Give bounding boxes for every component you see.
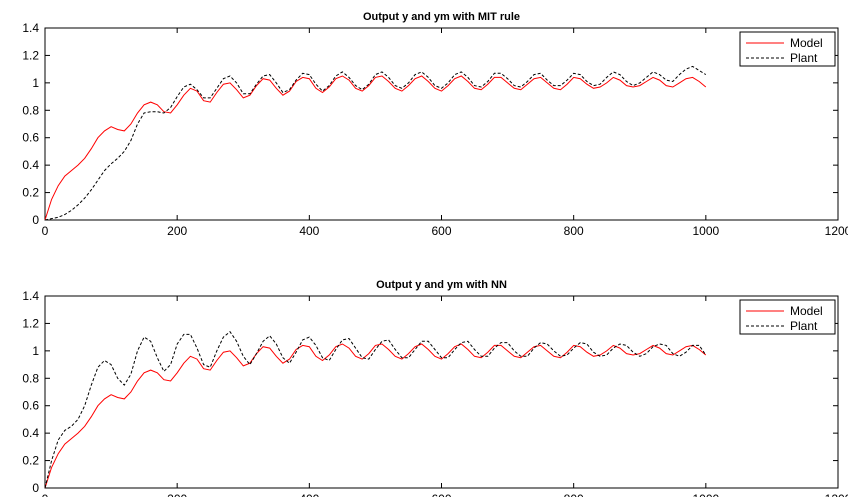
legend-label-plant: Plant <box>790 51 818 65</box>
y-tick-label: 0 <box>32 213 39 227</box>
series-line-model <box>44 343 707 489</box>
y-tick-label: 0.8 <box>22 371 39 385</box>
chart-panel-2: Output y and ym with NN 0 0.2 0.4 0.6 0.8 1 1.2… <box>22 279 848 497</box>
x-tick-label: 1200 <box>825 492 848 497</box>
series-line-plant <box>44 330 707 489</box>
y-tick-label: 0.8 <box>22 103 39 117</box>
plot-area-frame <box>44 27 839 221</box>
chart-title: Output y and ym with MIT rule <box>363 11 520 23</box>
x-tick-label: 800 <box>564 492 584 497</box>
y-tick-label: 1 <box>32 76 39 90</box>
legend-label-model: Model <box>790 304 823 318</box>
x-tick-label: 400 <box>299 224 319 238</box>
series-line-model <box>44 75 707 221</box>
y-tick-label: 1.4 <box>22 289 39 303</box>
y-tick-label: 0.6 <box>22 399 39 413</box>
y-tick-label: 0.6 <box>22 131 39 145</box>
y-tick-label: 1 <box>32 344 39 358</box>
legend-box <box>739 31 836 67</box>
x-tick-label: 0 <box>42 224 49 238</box>
series-line-plant <box>44 65 707 221</box>
x-tick-label: 200 <box>167 224 187 238</box>
y-tick-label: 0.2 <box>22 186 39 200</box>
chart-panel-1: Output y and ym with MIT rule 0 0.2 0.4 0.6 0… <box>22 11 848 238</box>
x-tick-label: 600 <box>431 492 451 497</box>
x-tick-label: 800 <box>564 224 584 238</box>
x-tick-label: 600 <box>431 224 451 238</box>
y-tick-label: 0.4 <box>22 158 39 172</box>
x-tick-label: 1000 <box>692 492 719 497</box>
x-tick-label: 0 <box>42 492 49 497</box>
chart-title: Output y and ym with NN <box>376 279 507 291</box>
y-tick-label: 0 <box>32 481 39 495</box>
y-tick-label: 1.2 <box>22 316 39 330</box>
plot-area-frame <box>44 295 839 489</box>
x-tick-label: 1200 <box>825 224 848 238</box>
x-tick-label: 400 <box>299 492 319 497</box>
legend-label-plant: Plant <box>790 319 818 333</box>
legend-label-model: Model <box>790 36 823 50</box>
x-tick-label: 1000 <box>692 224 719 238</box>
y-tick-label: 0.2 <box>22 454 39 468</box>
y-tick-label: 1.2 <box>22 48 39 62</box>
x-tick-label: 200 <box>167 492 187 497</box>
y-tick-label: 1.4 <box>22 21 39 35</box>
y-tick-label: 0.4 <box>22 426 39 440</box>
legend-box <box>739 299 836 335</box>
